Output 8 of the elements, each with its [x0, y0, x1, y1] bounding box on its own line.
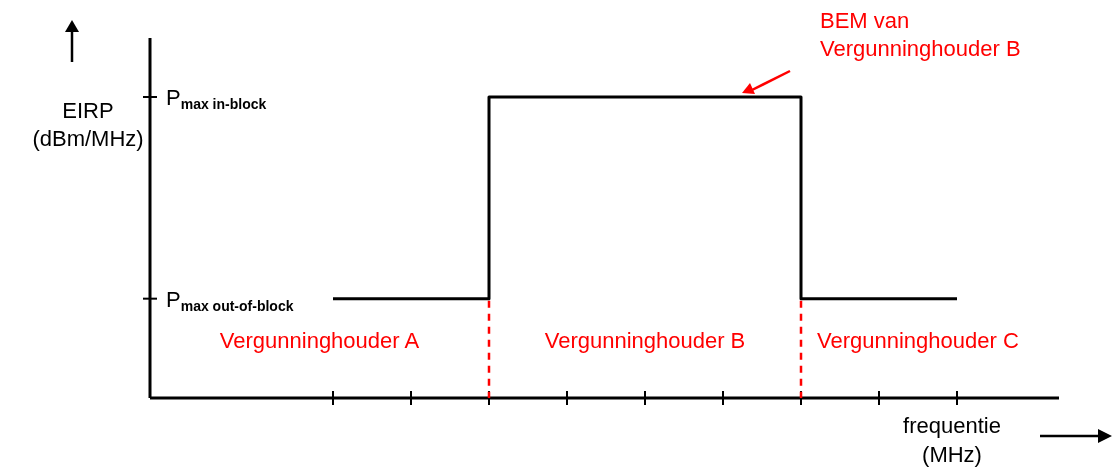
text: BEM van Vergunninghouder B — [820, 8, 1021, 61]
annotation: Vergunninghouder C — [817, 328, 1019, 353]
text: P$_{max out-of-block}$ — [166, 286, 294, 314]
x-axis-title: frequentie (MHz) — [903, 413, 1001, 467]
text: P$_{max in-block}$ — [166, 85, 267, 113]
text: EIRP (dBm/MHz) — [32, 98, 144, 151]
annotation: Vergunninghouder B — [544, 328, 746, 353]
annotation: Vergunninghouder A — [219, 328, 420, 353]
